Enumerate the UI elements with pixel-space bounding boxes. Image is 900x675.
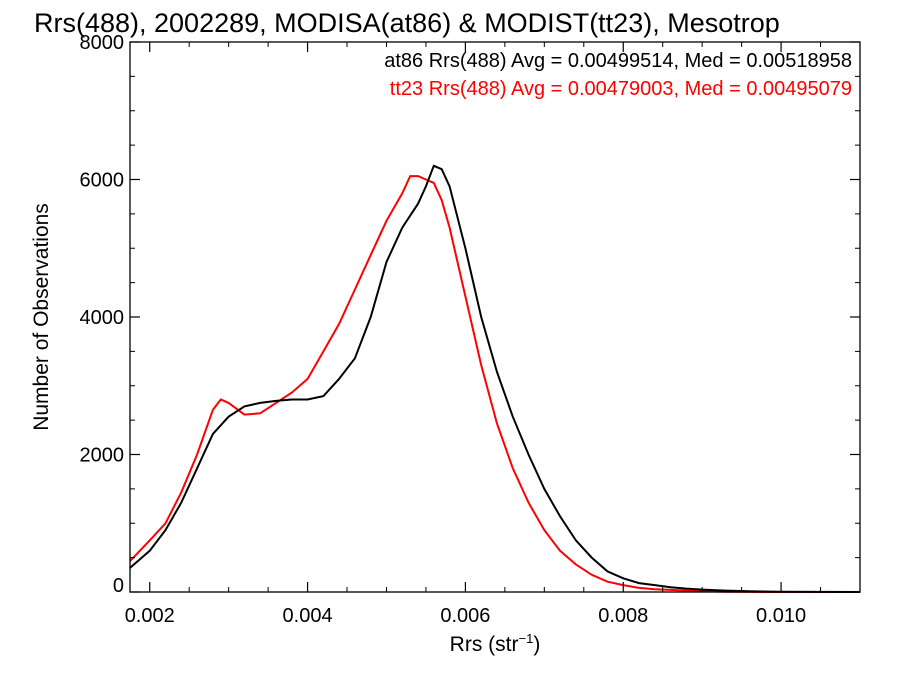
- plot-frame: [129, 41, 861, 593]
- y-axis-label: Number of Observations: [30, 203, 53, 431]
- series-layer: [129, 164, 861, 593]
- series-line-1: [129, 175, 860, 593]
- x-tick-label: 0.004: [283, 605, 333, 627]
- y-tick-label: 4000: [80, 307, 125, 329]
- y-tick-label: 8000: [80, 32, 125, 54]
- y-tick-label: 2000: [80, 445, 125, 467]
- series-line-0: [129, 164, 861, 593]
- x-tick-label: 0.008: [598, 605, 648, 627]
- chart-title: Rrs(488), 2002289, MODISA(at86) & MODIST…: [34, 8, 780, 38]
- x-axis-label-close: ): [533, 633, 540, 656]
- tick-layer: 0.002 0.004 0.006 0.008 0.010 0 2000 4000 6000 80…: [80, 32, 861, 627]
- x-axis-label: Rrs (str−1): [450, 631, 541, 656]
- legend-entry-tt23: tt23 Rrs(488) Avg = 0.00479003, Med = 0.…: [390, 78, 852, 100]
- x-tick-label: 0.002: [125, 605, 175, 627]
- x-axis-label-superscript: −1: [519, 631, 534, 646]
- y-tick-label: 6000: [80, 170, 125, 192]
- x-tick-label: 0.010: [756, 605, 806, 627]
- x-axis-label-main: Rrs (str: [450, 633, 519, 656]
- legend-entry-at86: at86 Rrs(488) Avg = 0.00499514, Med = 0.…: [384, 50, 852, 72]
- x-tick-label: 0.006: [440, 605, 490, 627]
- y-tick-label: 0: [113, 575, 124, 597]
